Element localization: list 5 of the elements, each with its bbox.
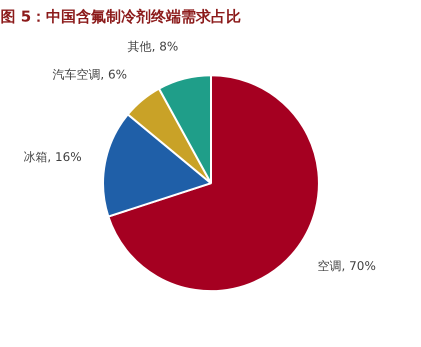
chart-title: 图 5：中国含氟制冷剂终端需求占比 [0,8,242,26]
slice-label: 汽车空调, 6% [52,67,128,82]
slice-label: 其他, 8% [128,40,178,54]
slice-label: 空调, 70% [318,259,376,274]
slice-label: 冰箱, 16% [23,150,82,164]
